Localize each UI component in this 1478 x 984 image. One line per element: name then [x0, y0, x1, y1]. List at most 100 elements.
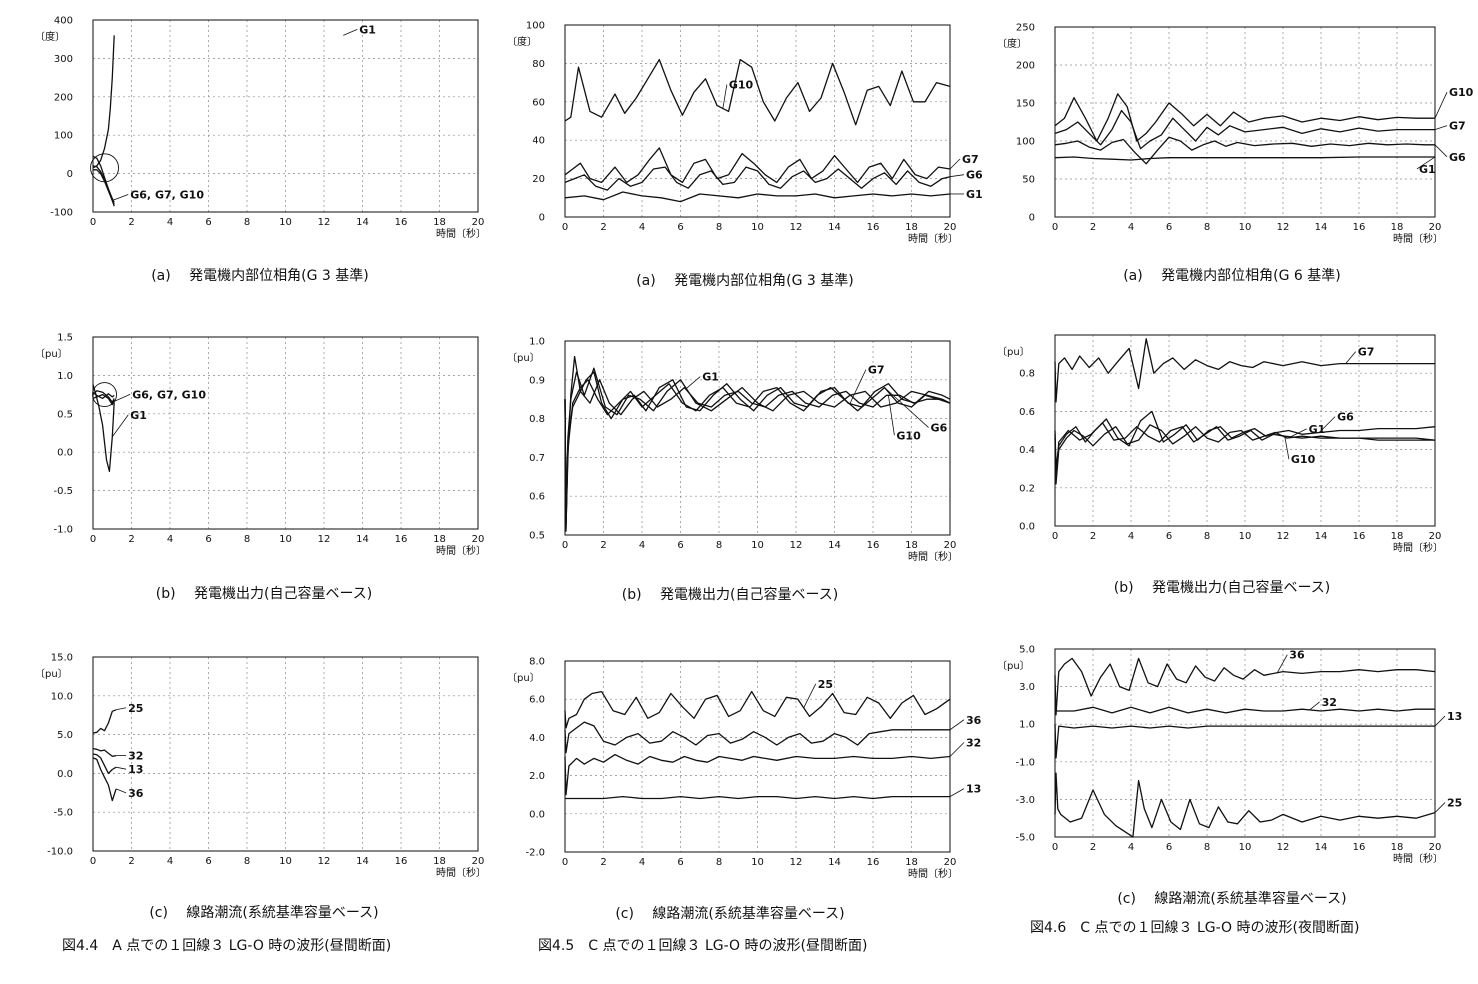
x-tick-label: 8: [716, 857, 722, 868]
label-leader: [1434, 802, 1446, 813]
y-tick-label: 0.5: [57, 409, 73, 420]
label-leader: [115, 788, 127, 794]
x-tick-label: 8: [1204, 222, 1210, 233]
chart-panel-8: 0 2 4 6 8 10 12 14 16 18 20 -2.0 0.0 2.0 4.0 6.0 8.0 〔pu〕…: [507, 657, 982, 923]
y-tick-label: 100: [526, 21, 545, 32]
x-tick-label: 2: [1090, 531, 1096, 542]
label-leader: [884, 387, 929, 428]
label-leader: [949, 788, 965, 797]
series-line-4: [564, 191, 951, 203]
y-tick-label: 2.0: [529, 771, 545, 782]
x-tick-label: 10: [1239, 222, 1252, 233]
y-tick-label: 0.5: [529, 531, 545, 542]
x-tick-label: 6: [1166, 531, 1172, 542]
y-tick-label: -2.0: [525, 848, 545, 859]
x-tick-label: 10: [751, 222, 764, 233]
label-leader: [949, 158, 961, 170]
x-tick-label: 12: [318, 534, 331, 545]
series-label: G6: [1337, 411, 1354, 424]
y-tick-label: 60: [532, 97, 545, 108]
series-label: G6, G7, G10: [130, 188, 204, 201]
y-tick-label: 0: [1029, 213, 1035, 224]
series-label: G6: [931, 422, 948, 435]
series-line-4: [564, 379, 951, 521]
panel-caption: (c) 線路潮流(系統基準容量ベース): [149, 904, 378, 921]
y-tick-label: 0.8: [529, 414, 545, 425]
group-circle: [90, 153, 120, 183]
y-tick-label: -5.0: [53, 808, 73, 819]
x-tick-label: 2: [128, 534, 134, 545]
series-label: G10: [729, 79, 754, 92]
label-leader: [849, 369, 867, 404]
x-tick-label: 16: [395, 534, 408, 545]
figure-caption-4-5: 図4.5 C 点での１回線３ LG-O 時の波形(昼間断面): [538, 938, 867, 954]
x-tick-label: 6: [1166, 222, 1172, 233]
y-tick-label: 20: [532, 174, 545, 185]
x-tick-label: 4: [167, 217, 173, 228]
series-line-4: [92, 757, 117, 802]
label-leader: [112, 194, 129, 201]
x-axis-label: 時間〔秒〕: [1393, 852, 1443, 865]
x-tick-label: 20: [944, 540, 957, 551]
x-tick-label: 12: [318, 217, 331, 228]
x-tick-label: 4: [167, 534, 173, 545]
x-tick-label: 2: [1090, 842, 1096, 853]
x-tick-label: 10: [1239, 531, 1252, 542]
y-tick-label: 0: [539, 213, 545, 224]
series-label: 13: [1447, 710, 1462, 723]
series-label: G10: [896, 429, 921, 442]
y-tick-label: 150: [1016, 99, 1035, 110]
y-axis-unit: 〔度〕: [35, 30, 65, 43]
x-tick-label: 16: [1353, 531, 1366, 542]
x-tick-label: 18: [1391, 222, 1404, 233]
series-line-4: [565, 795, 950, 800]
series-label: 25: [1447, 797, 1462, 810]
series-line-1: [92, 35, 115, 169]
x-tick-label: 4: [1128, 531, 1134, 542]
y-axis-unit: 〔度〕: [997, 37, 1027, 50]
figure-caption-4-4: 図4.4 A 点での１回線３ LG-O 時の波形(昼間断面): [62, 938, 391, 954]
x-tick-label: 20: [1429, 222, 1442, 233]
label-leader: [116, 766, 127, 770]
plot-frame: [92, 336, 479, 530]
plot-frame: [1054, 26, 1436, 218]
label-leader: [1434, 144, 1448, 158]
x-tick-label: 14: [356, 856, 369, 867]
x-tick-label: 2: [600, 857, 606, 868]
x-tick-label: 12: [1277, 222, 1290, 233]
series-line-1: [1054, 93, 1435, 142]
series-label: G10: [1291, 453, 1316, 466]
x-tick-label: 18: [433, 217, 446, 228]
x-tick-label: 18: [433, 856, 446, 867]
chart-panel-6: 0 2 4 6 8 10 12 14 16 18 20 0.0 0.2 0.4 0.6 0.8 〔pu〕時間〔秒…: [997, 334, 1443, 596]
plot-frame: [92, 19, 479, 213]
x-tick-label: 14: [828, 857, 841, 868]
label-leader: [949, 719, 965, 731]
label-leader: [949, 742, 965, 757]
y-tick-label: 1.0: [57, 371, 73, 382]
x-tick-label: 18: [905, 540, 918, 551]
x-tick-label: 8: [1204, 842, 1210, 853]
panel-caption: (a) 発電機内部位相角(G 3 基準): [636, 272, 854, 289]
x-tick-label: 16: [867, 857, 880, 868]
series-label: 13: [128, 763, 143, 776]
y-tick-label: 0.6: [529, 492, 545, 503]
y-tick-label: 50: [1022, 175, 1035, 186]
x-tick-label: 18: [1391, 842, 1404, 853]
y-tick-label: 0.0: [529, 809, 545, 820]
series-label: G1: [1419, 163, 1436, 176]
x-tick-label: 6: [1166, 842, 1172, 853]
label-leader: [1434, 125, 1448, 130]
y-axis-unit: 〔pu〕: [35, 668, 68, 680]
series-line-2: [92, 747, 117, 757]
series-line-1: [564, 690, 951, 729]
x-tick-label: 16: [395, 856, 408, 867]
y-tick-label: 0.0: [1019, 522, 1035, 533]
label-leader: [1416, 156, 1436, 170]
y-tick-label: 1.5: [57, 333, 73, 344]
x-tick-label: 4: [1128, 842, 1134, 853]
series-label: G1: [359, 23, 376, 36]
chart-panel-5: 0 2 4 6 8 10 12 14 16 18 20 0.5 0.6 0.7 0.8 0.9 1.0 〔pu〕時…: [507, 337, 958, 604]
label-leader: [722, 84, 728, 109]
